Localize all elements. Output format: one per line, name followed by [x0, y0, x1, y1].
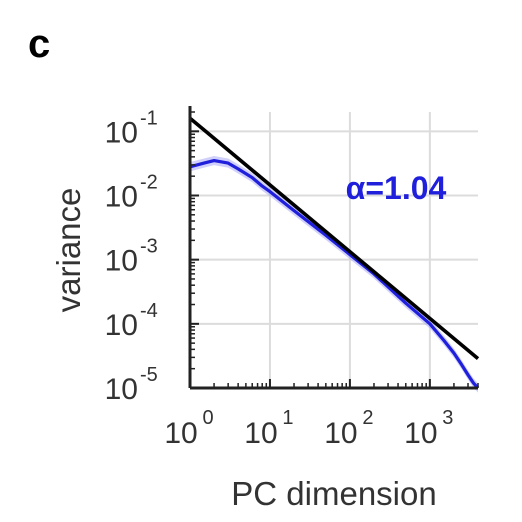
- alpha-value: =1.04: [365, 170, 446, 206]
- y-tick-exp: -1: [140, 107, 158, 129]
- axes: [188, 106, 479, 390]
- y-tick-base: 10: [105, 180, 138, 213]
- alpha-annotation: α=1.04: [346, 170, 447, 206]
- x-tick-exp: 1: [282, 407, 293, 429]
- y-tick-exp: -4: [140, 300, 158, 322]
- y-tick-base: 10: [105, 245, 138, 278]
- y-tick-base: 10: [105, 116, 138, 149]
- y-tick-label: 10 -1: [105, 107, 158, 149]
- y-tick-base: 10: [105, 309, 138, 342]
- y-tick-exp: -5: [140, 364, 158, 386]
- y-axis-label: variance: [50, 188, 87, 313]
- power-law-fit-line: [188, 116, 480, 360]
- y-tick-label: 10 -4: [105, 300, 158, 342]
- x-tick-exp: 2: [362, 407, 373, 429]
- x-tick-base: 10: [324, 417, 357, 450]
- y-tick-exp: -2: [140, 171, 158, 193]
- panel-label: c: [28, 22, 51, 66]
- x-tick-label: 10 2: [324, 407, 373, 450]
- x-tick-label: 10 3: [404, 407, 453, 450]
- y-tick-label: 10 -2: [105, 171, 158, 213]
- x-tick-base: 10: [244, 417, 277, 450]
- x-tick-exp: 0: [202, 407, 213, 429]
- x-tick-exp: 3: [442, 407, 453, 429]
- alpha-symbol: α: [346, 170, 366, 206]
- tick-labels: 10 0 10 1 10 2 10 310 -110 -210 -310 -410 -5: [105, 107, 454, 450]
- x-tick-label: 10 0: [164, 407, 213, 450]
- x-tick-label: 10 1: [244, 407, 293, 450]
- y-tick-label: 10 -3: [105, 236, 158, 278]
- x-tick-base: 10: [164, 417, 197, 450]
- x-tick-base: 10: [404, 417, 437, 450]
- y-tick-base: 10: [105, 373, 138, 406]
- y-tick-exp: -3: [140, 236, 158, 258]
- y-tick-label: 10 -5: [105, 364, 158, 406]
- data-series-line: [189, 158, 480, 390]
- series-layer: [188, 116, 480, 393]
- x-axis-label: PC dimension: [231, 475, 436, 512]
